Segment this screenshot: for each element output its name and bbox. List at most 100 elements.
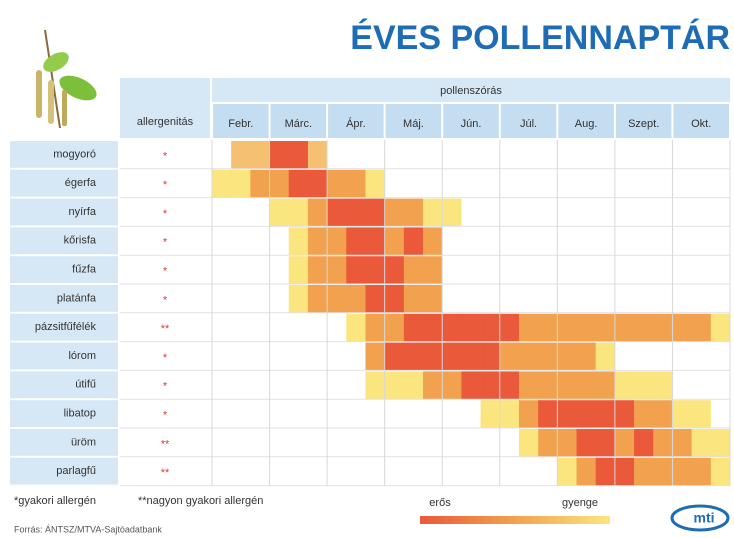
intensity-cell — [346, 371, 365, 399]
intensity-cell — [270, 314, 289, 342]
month-label: Aug. — [575, 118, 598, 130]
intensity-cell — [423, 429, 442, 457]
intensity-cell — [615, 343, 634, 371]
intensity-cell — [634, 285, 653, 313]
intensity-cell — [557, 285, 576, 313]
intensity-cell — [442, 227, 461, 255]
intensity-cell — [365, 199, 384, 227]
intensity-cell — [404, 256, 423, 284]
intensity-cell — [577, 314, 596, 342]
intensity-cell — [634, 314, 653, 342]
intensity-cell — [423, 199, 442, 227]
intensity-cell — [461, 400, 480, 428]
intensity-cell — [308, 170, 327, 198]
intensity-cell — [672, 227, 691, 255]
intensity-cell — [212, 199, 231, 227]
intensity-cell — [404, 141, 423, 169]
intensity-cell — [423, 343, 442, 371]
intensity-cell — [500, 343, 519, 371]
allergen-mark: ** — [161, 323, 170, 335]
intensity-cell — [231, 141, 250, 169]
intensity-cell — [231, 285, 250, 313]
intensity-cell — [577, 170, 596, 198]
period-header: pollenszórás — [440, 85, 502, 97]
intensity-cell — [634, 256, 653, 284]
intensity-cell — [615, 256, 634, 284]
name-cell — [10, 371, 118, 398]
intensity-cell — [577, 343, 596, 371]
intensity-cell — [289, 429, 308, 457]
intensity-cell — [653, 285, 672, 313]
intensity-cell — [346, 458, 365, 486]
intensity-cell — [212, 170, 231, 198]
intensity-cell — [289, 314, 308, 342]
intensity-cell — [596, 458, 615, 486]
allergen-mark: * — [163, 352, 168, 364]
intensity-cell — [692, 285, 711, 313]
intensity-cell — [538, 199, 557, 227]
intensity-cell — [423, 141, 442, 169]
intensity-cell — [346, 227, 365, 255]
intensity-cell — [596, 314, 615, 342]
intensity-cell — [711, 314, 730, 342]
intensity-cell — [385, 314, 404, 342]
intensity-cell — [250, 314, 269, 342]
page: ÉVES POLLENNAPTÁR pollenszórásallergenit… — [0, 0, 734, 538]
intensity-cell — [250, 285, 269, 313]
intensity-cell — [711, 170, 730, 198]
intensity-cell — [653, 256, 672, 284]
intensity-cell — [250, 199, 269, 227]
intensity-cell — [461, 199, 480, 227]
intensity-cell — [577, 256, 596, 284]
intensity-cell — [538, 285, 557, 313]
name-cell — [10, 343, 118, 370]
intensity-cell — [461, 256, 480, 284]
intensity-cell — [481, 227, 500, 255]
intensity-cell — [596, 199, 615, 227]
intensity-cell — [327, 314, 346, 342]
intensity-cell — [634, 141, 653, 169]
intensity-cell — [692, 170, 711, 198]
intensity-cell — [308, 141, 327, 169]
allergen-mark: * — [163, 381, 168, 393]
intensity-cell — [423, 170, 442, 198]
intensity-cell — [615, 400, 634, 428]
allergen-header-bg — [120, 78, 210, 138]
intensity-cell — [672, 256, 691, 284]
allergen-mark: * — [163, 237, 168, 249]
plant-name: kőrisfa — [64, 235, 97, 247]
intensity-cell — [577, 199, 596, 227]
plant-name: mogyoró — [53, 148, 96, 160]
intensity-cell — [308, 429, 327, 457]
intensity-cell — [711, 429, 730, 457]
intensity-cell — [212, 400, 231, 428]
intensity-cell — [519, 343, 538, 371]
intensity-cell — [711, 227, 730, 255]
plant-name: lórom — [68, 350, 96, 362]
intensity-cell — [289, 285, 308, 313]
intensity-cell — [231, 256, 250, 284]
intensity-cell — [577, 227, 596, 255]
allergen-mark: * — [163, 208, 168, 220]
intensity-cell — [385, 458, 404, 486]
intensity-cell — [289, 227, 308, 255]
intensity-cell — [596, 371, 615, 399]
intensity-cell — [692, 429, 711, 457]
intensity-cell — [327, 256, 346, 284]
intensity-cell — [557, 458, 576, 486]
intensity-cell — [500, 285, 519, 313]
intensity-cell — [692, 256, 711, 284]
intensity-cell — [538, 429, 557, 457]
intensity-cell — [346, 314, 365, 342]
intensity-cell — [500, 458, 519, 486]
intensity-cell — [327, 285, 346, 313]
intensity-cell — [500, 170, 519, 198]
month-label: Máj. — [403, 118, 424, 130]
intensity-cell — [385, 285, 404, 313]
intensity-cell — [672, 170, 691, 198]
intensity-cell — [615, 141, 634, 169]
intensity-cell — [308, 458, 327, 486]
intensity-cell — [500, 199, 519, 227]
intensity-cell — [365, 141, 384, 169]
plant-name: égerfa — [65, 177, 97, 189]
